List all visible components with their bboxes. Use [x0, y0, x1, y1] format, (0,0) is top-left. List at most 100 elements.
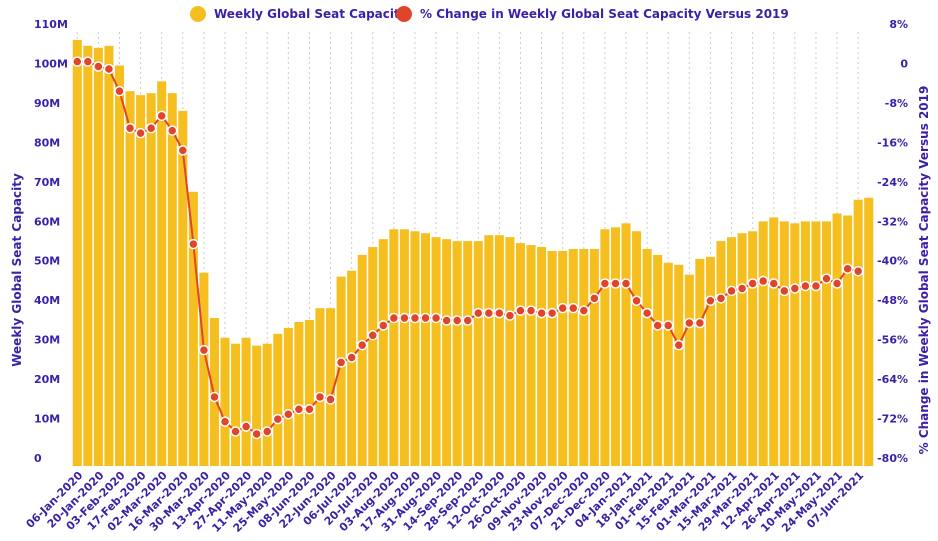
- capacity-bar: [167, 93, 177, 467]
- left-tick-label: 0: [34, 452, 42, 465]
- left-tick-label: 90M: [34, 97, 60, 110]
- pct-change-point: [557, 302, 568, 314]
- capacity-bar: [368, 247, 378, 466]
- capacity-bar: [410, 231, 420, 466]
- pct-change-point: [114, 85, 125, 97]
- right-tick-label: -72%: [877, 413, 908, 426]
- capacity-bar: [336, 276, 346, 466]
- capacity-bar: [589, 249, 599, 466]
- capacity-bar: [72, 39, 82, 467]
- capacity-bar: [716, 241, 726, 466]
- pct-change-point: [399, 312, 410, 324]
- right-tick-label: -80%: [877, 452, 908, 465]
- pct-change-point: [473, 307, 484, 319]
- pct-change-point: [494, 307, 505, 319]
- pct-change-point: [72, 56, 83, 67]
- pct-change-point: [515, 305, 526, 316]
- capacity-bar: [568, 249, 578, 466]
- capacity-bar: [420, 233, 431, 466]
- pct-change-point: [177, 145, 189, 156]
- legend-label-pct-change: % Change in Weekly Global Seat Capacity …: [420, 7, 789, 21]
- right-tick-label: -16%: [877, 136, 908, 149]
- pct-change-point: [821, 273, 832, 284]
- right-tick-label: -24%: [877, 176, 908, 189]
- left-tick-label: 70M: [34, 176, 60, 189]
- capacity-bar: [431, 237, 441, 466]
- right-tick-label: -40%: [877, 255, 908, 268]
- pct-change-point: [251, 428, 262, 440]
- capacity-bar: [357, 254, 367, 466]
- capacity-bar: [727, 237, 737, 466]
- right-tick-label: -56%: [877, 334, 908, 347]
- pct-change-point: [124, 122, 136, 134]
- pct-change-point: [610, 278, 621, 289]
- legend-marker-pct-change: [396, 6, 412, 22]
- pct-change-point: [694, 317, 706, 329]
- pct-change-point: [82, 56, 94, 67]
- y-axis-title-right: % Change in Weekly Global Seat Capacity …: [917, 86, 931, 455]
- pct-change-point: [483, 307, 495, 319]
- capacity-bar: [294, 321, 304, 466]
- capacity-bar: [695, 258, 705, 466]
- capacity-bar: [663, 262, 673, 466]
- pct-change-point: [546, 307, 558, 319]
- capacity-bar: [537, 247, 547, 466]
- capacity-bar: [758, 221, 768, 466]
- pct-change-point: [684, 317, 695, 329]
- pct-change-point: [800, 280, 811, 292]
- pct-change-point: [757, 275, 769, 287]
- pct-change-point: [167, 125, 178, 136]
- capacity-bar: [779, 221, 789, 466]
- capacity-bar: [399, 229, 409, 466]
- capacity-bar: [684, 274, 694, 466]
- pct-change-point: [525, 305, 537, 316]
- y-axis-title-left: Weekly Global Seat Capacity: [10, 173, 24, 367]
- left-tick-label: 30M: [34, 334, 60, 347]
- pct-change-point: [705, 295, 716, 307]
- pct-change-point: [378, 320, 389, 331]
- capacity-bar: [769, 217, 779, 466]
- pct-change-point: [240, 421, 252, 432]
- capacity-bar: [347, 270, 357, 466]
- capacity-bar: [790, 223, 800, 466]
- capacity-bar: [262, 343, 272, 466]
- capacity-bar: [231, 343, 241, 466]
- pct-change-point: [103, 63, 115, 75]
- capacity-bar: [705, 256, 715, 466]
- pct-change-point: [230, 426, 241, 437]
- pct-change-point: [367, 330, 378, 341]
- capacity-bar: [125, 91, 135, 466]
- pct-change-point: [314, 391, 326, 403]
- pct-change-point: [462, 315, 473, 326]
- capacity-bar: [104, 45, 114, 467]
- capacity-bar: [463, 241, 473, 466]
- pct-change-point: [409, 312, 421, 324]
- capacity-bar: [800, 221, 810, 466]
- pct-change-point: [673, 339, 685, 351]
- pct-change-point: [641, 307, 653, 319]
- capacity-bar: [389, 229, 399, 466]
- pct-change-point: [441, 315, 452, 326]
- pct-change-point: [93, 61, 104, 72]
- pct-change-point: [356, 339, 368, 351]
- legend-label-capacity: Weekly Global Seat Capacity: [214, 7, 408, 21]
- capacity-bar: [853, 199, 863, 466]
- pct-change-point: [145, 122, 157, 134]
- pct-change-point: [726, 285, 737, 297]
- capacity-bar: [621, 223, 631, 466]
- capacity-bar: [452, 241, 462, 466]
- capacity-bar: [748, 231, 758, 466]
- capacity-bar: [642, 249, 652, 466]
- capacity-bar: [579, 249, 589, 466]
- pct-change-point: [568, 302, 579, 314]
- pct-change-point: [420, 312, 431, 324]
- pct-change-point: [736, 283, 748, 294]
- pct-change-point: [261, 426, 273, 437]
- capacity-bar: [220, 337, 230, 466]
- capacity-bar: [505, 237, 515, 466]
- pct-change-point: [135, 127, 146, 139]
- pct-change-point: [219, 416, 231, 427]
- left-tick-label: 100M: [34, 57, 68, 70]
